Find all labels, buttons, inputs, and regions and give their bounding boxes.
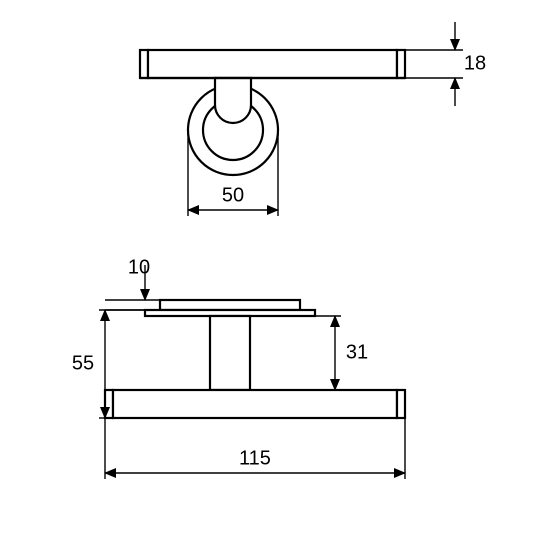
dim-rose-dia: 50 — [222, 184, 244, 206]
dim-stem-height: 31 — [346, 341, 368, 363]
dim-total-height: 55 — [72, 352, 94, 374]
dim-handle-length: 115 — [239, 447, 271, 469]
dim-plate-thick: 10 — [128, 256, 150, 278]
dim-handle-dia-top: 18 — [464, 52, 486, 74]
